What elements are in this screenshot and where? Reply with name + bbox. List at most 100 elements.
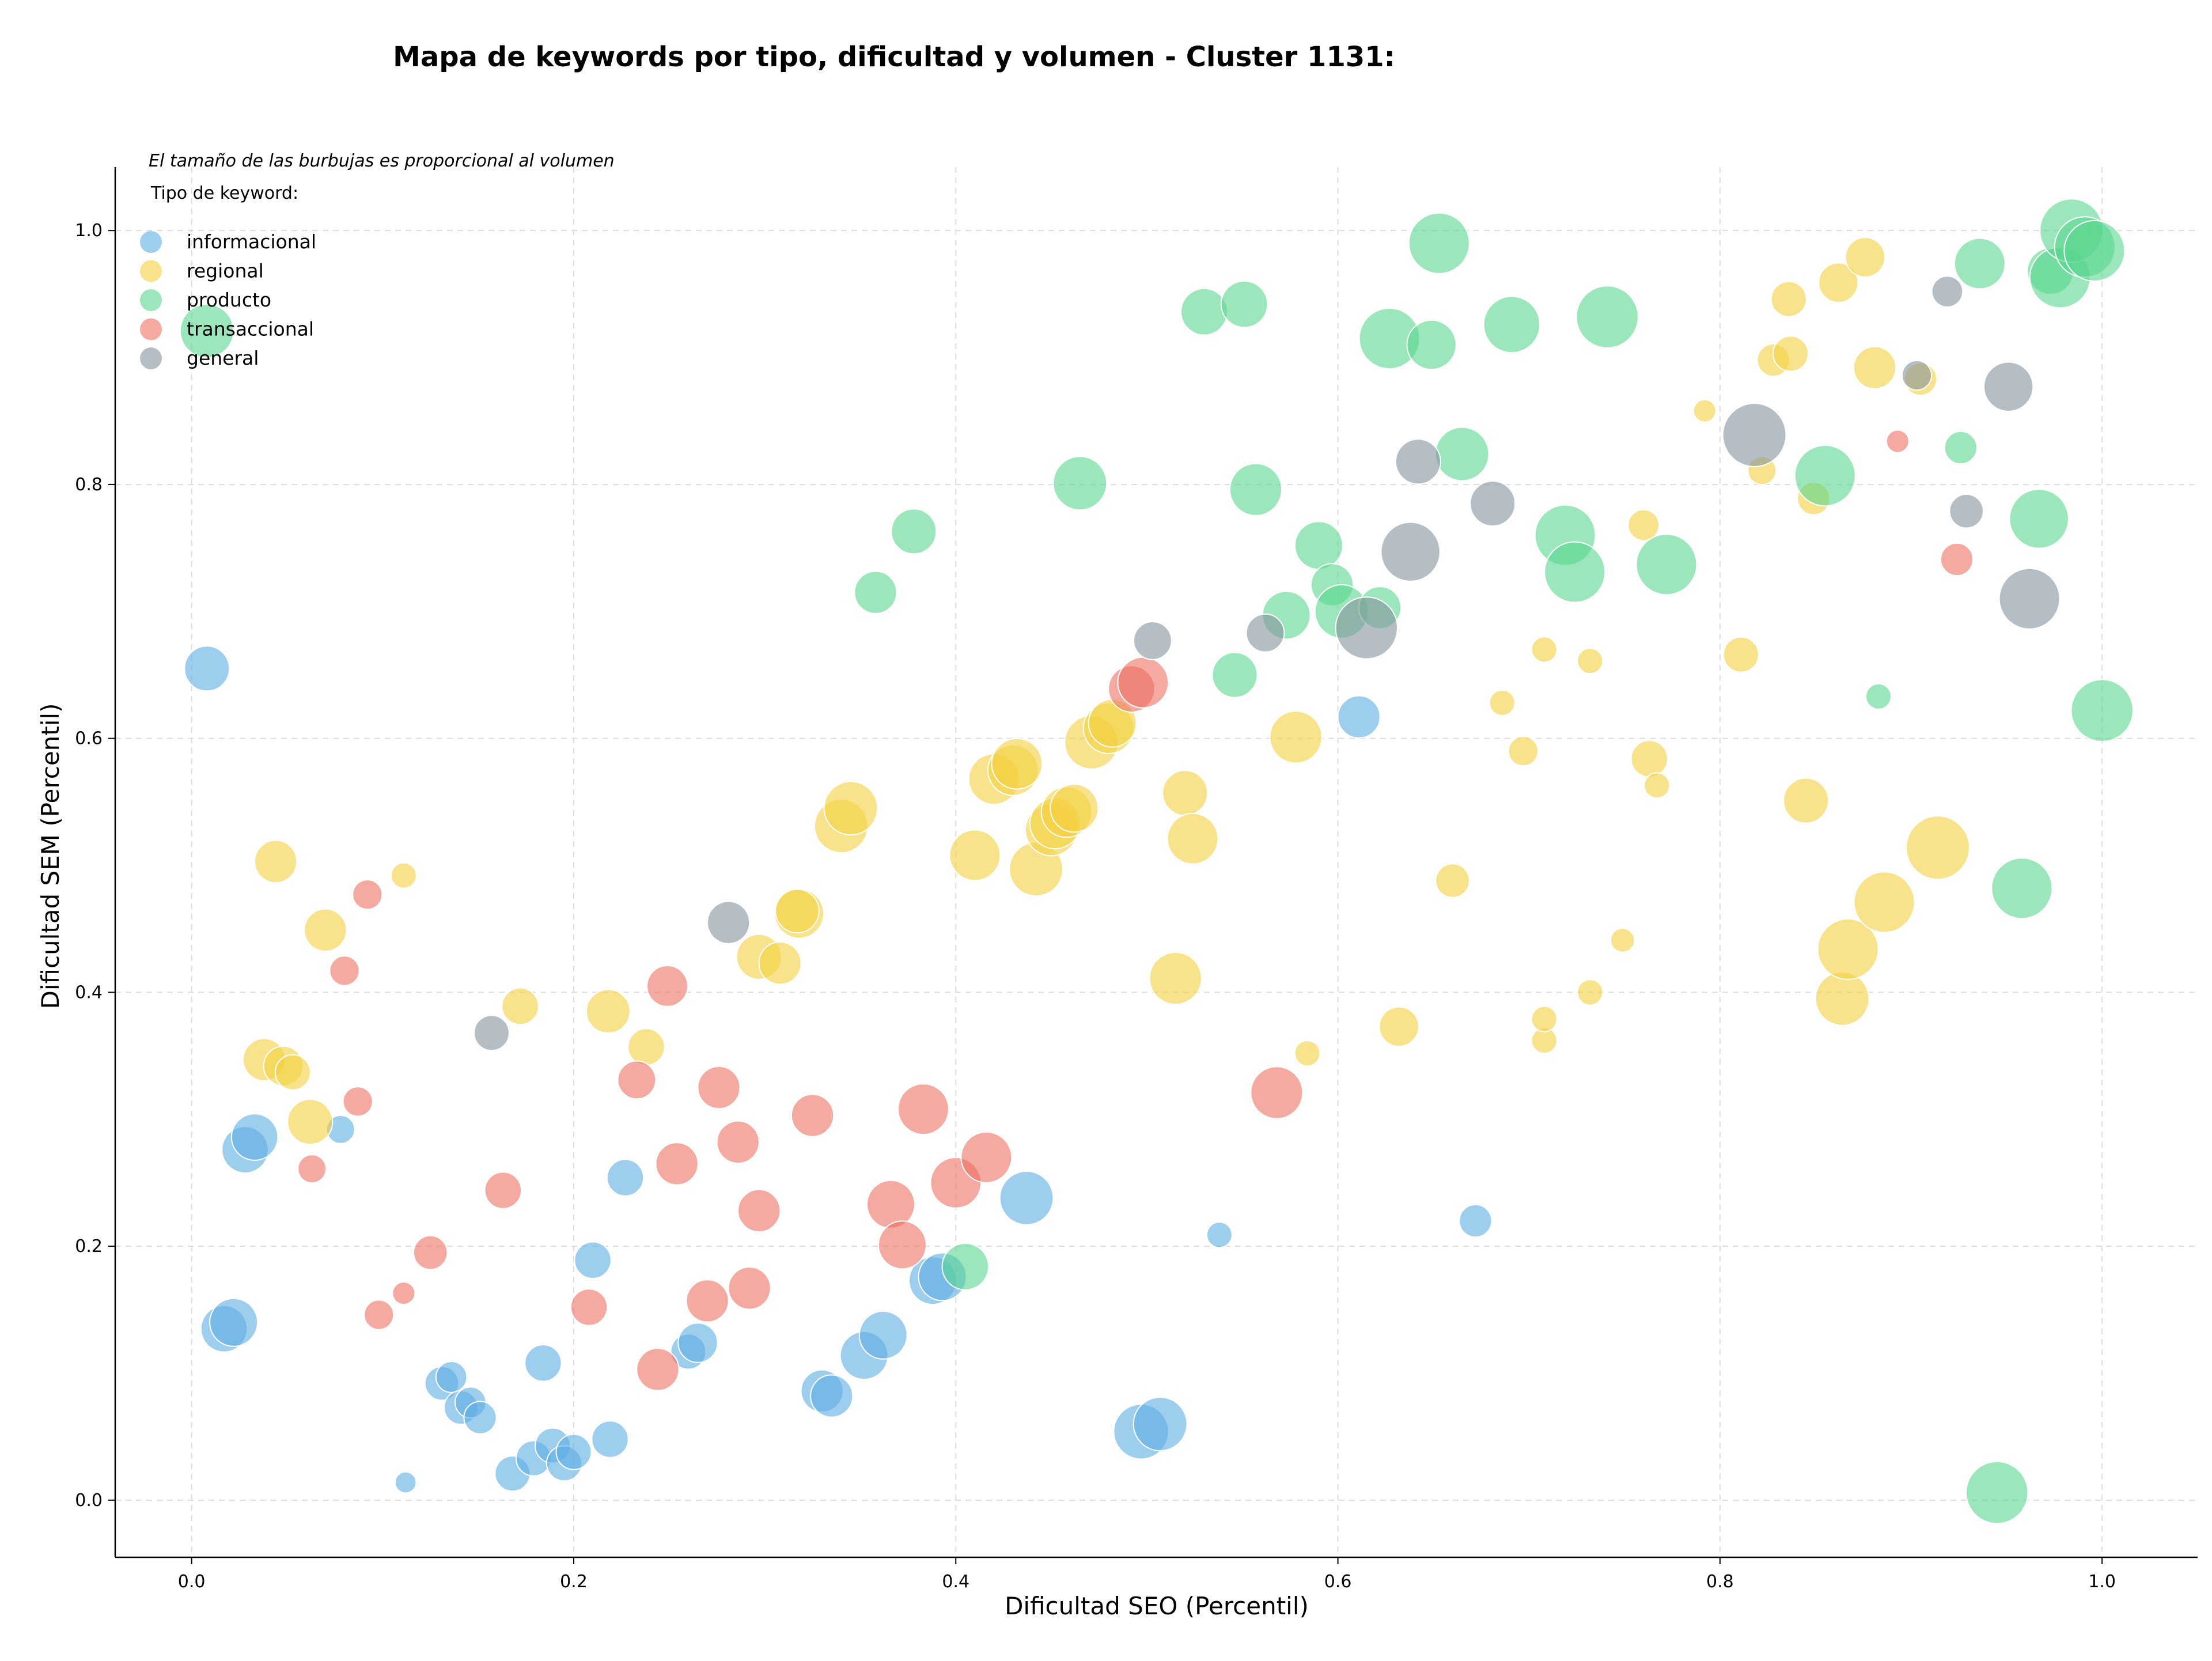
bubble-general: [1983, 361, 2034, 412]
bubble-regional: [1844, 237, 1886, 278]
bubble-informacional: [606, 1159, 645, 1197]
legend-label-transaccional: transaccional: [187, 318, 314, 340]
bubble-producto: [1544, 541, 1606, 603]
bubble-informacional: [858, 1310, 908, 1360]
bubble-transaccional: [790, 1094, 835, 1137]
bubble-informacional: [677, 1322, 718, 1363]
bubble-producto: [1965, 1461, 2029, 1524]
bubble-informacional: [555, 1433, 592, 1470]
y-axis-label: Dificultad SEM (Percentil): [36, 703, 65, 1009]
bubble-regional: [775, 888, 820, 934]
bubble-producto: [891, 508, 937, 555]
bubble-transaccional: [877, 1220, 927, 1270]
bubble-transaccional: [697, 1066, 741, 1110]
y-tick-label: 0.2: [75, 1236, 103, 1257]
bubble-producto: [179, 303, 234, 358]
series-regional: [243, 237, 1970, 1145]
legend-label-regional: regional: [187, 260, 264, 282]
y-tick-label: 0.4: [75, 982, 103, 1002]
legend-note: El tamaño de las burbujas es proporciona…: [149, 151, 615, 171]
bubble-informacional: [810, 1374, 854, 1418]
legend-marker-producto: [140, 289, 162, 311]
bubble-general: [1722, 403, 1787, 467]
bubble-producto: [1408, 212, 1470, 274]
legend-label-general: general: [187, 347, 259, 369]
bubble-producto: [1991, 857, 2053, 920]
x-tick-label: 0.8: [1706, 1572, 1734, 1592]
bubble-transaccional: [685, 1279, 729, 1323]
bubble-regional: [1378, 1006, 1419, 1047]
bubble-transaccional: [636, 1348, 680, 1391]
axes: 0.0 0.2 0.4 0.6 0.8 1.0 0.0 0.2 0.4 0.6 0.8 1.0: [75, 167, 2198, 1592]
bubble-general: [1133, 621, 1172, 660]
bubble-informacional: [435, 1361, 468, 1393]
bubble-regional: [1050, 784, 1099, 833]
bubble-regional: [390, 862, 417, 889]
bubble-transaccional: [412, 1235, 448, 1270]
bubble-producto: [1575, 285, 1639, 349]
bubble-general: [1931, 275, 1964, 308]
bubble-regional: [1722, 636, 1759, 673]
bubble-general: [1998, 567, 2061, 630]
bubble-informacional: [463, 1401, 497, 1435]
bubble-regional: [274, 1054, 311, 1091]
bubble-regional: [949, 829, 1001, 881]
bubble-transaccional: [646, 965, 688, 1007]
bubble-regional: [1853, 346, 1897, 389]
bubble-regional: [585, 989, 631, 1034]
bubble-producto: [1954, 237, 2006, 290]
bubble-regional: [1166, 812, 1219, 865]
bubble-transaccional: [897, 1083, 949, 1135]
bubble-regional: [1770, 281, 1807, 317]
bubble-regional: [304, 908, 347, 952]
x-tick-label: 0.6: [1324, 1572, 1352, 1592]
x-tick-label: 0.2: [560, 1572, 588, 1592]
bubble-general: [707, 901, 751, 944]
bubble-transaccional: [716, 1120, 760, 1164]
bubble-transaccional: [655, 1142, 699, 1186]
bubble-general: [1245, 613, 1285, 653]
bubble-transaccional: [1885, 429, 1910, 453]
chart-title: Mapa de keywords por tipo, dificultad y …: [393, 41, 1395, 73]
bubble-regional: [1643, 772, 1671, 799]
bubble-transaccional: [342, 1086, 373, 1117]
bubble-regional: [1162, 770, 1209, 816]
bubble-informacional: [524, 1344, 562, 1382]
bubble-informacional: [999, 1170, 1054, 1225]
y-tick-label: 0.6: [75, 729, 103, 749]
bubble-regional: [1906, 815, 1970, 880]
y-tick-label: 0.0: [75, 1490, 103, 1511]
legend-marker-general: [140, 347, 162, 369]
bubble-regional: [1783, 777, 1830, 824]
bubble-transaccional: [1250, 1066, 1304, 1119]
bubble-informacional: [591, 1420, 629, 1458]
bubble-regional: [1853, 871, 1915, 933]
bubble-layer: [179, 198, 2134, 1524]
bubble-regional: [1294, 1040, 1321, 1067]
x-tick-label: 0.0: [178, 1572, 206, 1592]
bubble-regional: [1577, 648, 1604, 675]
bubble-informacional: [230, 1113, 279, 1161]
bubble-regional: [1818, 262, 1859, 303]
bubble-producto: [1434, 426, 1490, 482]
bubble-general: [473, 1015, 510, 1051]
bubble-regional: [627, 1028, 665, 1066]
bubble-producto: [1483, 296, 1541, 354]
bubble-general: [1335, 596, 1399, 660]
bubble-regional: [287, 1099, 334, 1145]
series-transaccional: [297, 429, 1974, 1391]
bubble-producto: [1211, 652, 1258, 698]
bubble-producto: [1794, 445, 1856, 506]
bubble-transaccional: [570, 1288, 608, 1326]
bubble-informacional: [209, 1297, 259, 1347]
bubble-regional: [758, 941, 802, 985]
legend-label-informacional: informacional: [187, 230, 316, 253]
bubble-regional: [1627, 509, 1660, 542]
x-tick-label: 0.4: [942, 1572, 969, 1592]
bubble-producto: [1944, 430, 1978, 465]
bubble-producto: [941, 1243, 990, 1291]
series-producto: [179, 198, 2134, 1524]
bubble-regional: [1772, 335, 1809, 372]
series-general: [473, 275, 2061, 1051]
bubble-regional: [1692, 399, 1717, 423]
